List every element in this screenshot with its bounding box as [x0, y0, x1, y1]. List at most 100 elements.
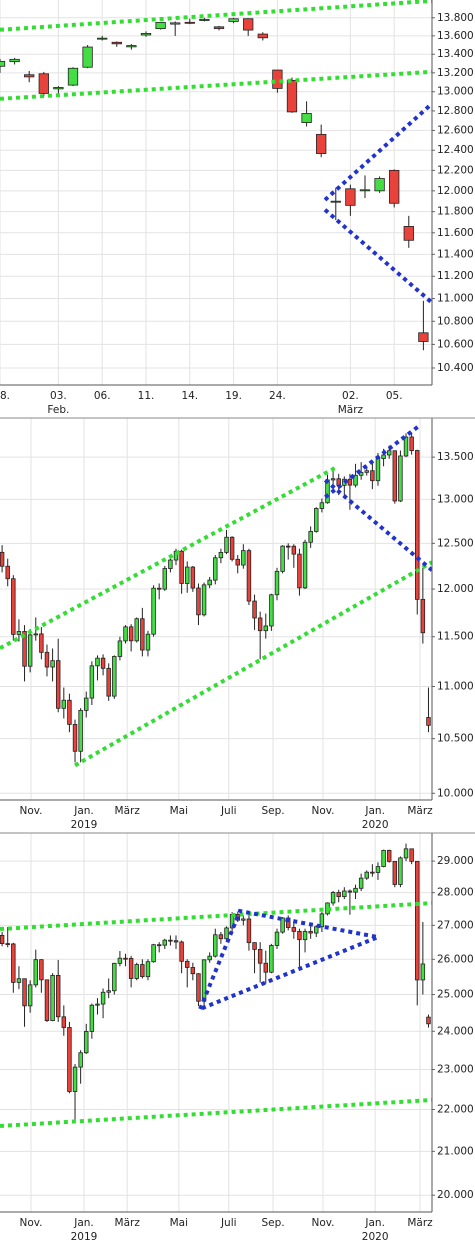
candle-body	[345, 188, 356, 206]
candle-body	[67, 1027, 72, 1092]
trend-line	[324, 423, 422, 499]
candle-body	[415, 860, 420, 981]
x-tick-label: März	[407, 805, 433, 817]
candle-body	[151, 944, 156, 963]
candle-body	[319, 913, 325, 928]
candle-body	[39, 633, 44, 653]
candle-body	[106, 667, 111, 697]
x-tick-label: 03.	[50, 390, 67, 402]
y-tick-label: 13.400	[437, 48, 474, 60]
y-tick-label: 12.500	[437, 537, 474, 549]
candle-body	[213, 26, 225, 29]
candle-body	[185, 566, 190, 584]
candle-body	[347, 890, 353, 893]
candle-body	[257, 617, 263, 632]
candle-body	[285, 917, 291, 928]
candle-body	[145, 961, 151, 978]
candle-body	[134, 618, 139, 642]
x-tick-label: 19.	[225, 390, 242, 402]
x-sub-label: 2020	[362, 819, 389, 831]
x-tick-label: Mai	[170, 805, 188, 817]
candle-body	[207, 579, 212, 586]
x-sub-label: März	[338, 404, 364, 416]
candle-body	[330, 478, 336, 481]
y-tick-label: 13.600	[437, 30, 474, 42]
y-tick-label: 11.600	[437, 227, 474, 239]
candle-body	[55, 660, 61, 709]
candle-body	[22, 631, 27, 667]
x-tick-label: Mai	[170, 1217, 188, 1229]
candle-body	[409, 436, 414, 451]
candle-body	[196, 587, 201, 616]
x-tick-label: Jan.	[73, 1217, 94, 1229]
candle-body	[61, 1016, 67, 1028]
candle-body	[381, 454, 386, 459]
x-tick-label: Nov.	[311, 805, 334, 817]
y-tick-label: 13.800	[437, 12, 474, 24]
candle-body	[330, 200, 341, 203]
candle-body	[403, 226, 414, 241]
x-sub-label: 2019	[71, 819, 98, 831]
candle-body	[235, 558, 240, 566]
candle-body	[213, 557, 218, 581]
y-tick-label: 20.000	[437, 1189, 474, 1201]
y-tick-label: 21.000	[437, 1145, 474, 1157]
candle-body	[330, 892, 336, 904]
candle-body	[252, 942, 257, 950]
candle-body	[291, 927, 297, 932]
x-sub-label: 2019	[71, 1231, 98, 1243]
candle-body	[353, 887, 358, 893]
y-tick-label: 12.000	[437, 583, 474, 595]
candle-body	[170, 22, 181, 25]
candle-body	[374, 178, 385, 192]
x-tick-label: Jan.	[364, 1217, 385, 1229]
candle-body	[201, 959, 207, 1002]
y-tick-label: 13.000	[437, 86, 474, 98]
plot-area	[0, 0, 432, 385]
candle-body	[199, 18, 210, 21]
x-tick-label: März	[115, 1217, 141, 1229]
candle-body	[179, 550, 184, 584]
candle-body	[246, 550, 252, 602]
candle-body	[263, 625, 268, 632]
trend-line	[0, 69, 432, 101]
candle-body	[353, 474, 358, 486]
candle-body	[420, 963, 426, 981]
candle-body	[392, 450, 398, 502]
candle-body	[418, 332, 429, 342]
candle-body	[370, 470, 375, 482]
candle-body	[33, 633, 38, 636]
candle-body	[280, 917, 285, 933]
candle-body	[16, 631, 22, 635]
candle-body	[162, 568, 168, 590]
candle-body	[241, 918, 246, 921]
candle-body	[72, 724, 78, 752]
x-tick-label: Sep.	[261, 1217, 284, 1229]
candle-body	[168, 559, 173, 569]
candle-body	[426, 717, 431, 726]
x-tick-label: Jan.	[73, 805, 94, 817]
candle-body	[78, 1052, 83, 1068]
y-tick-label: 11.200	[437, 270, 474, 282]
candle-body	[179, 941, 184, 962]
candle-body	[39, 959, 44, 981]
candle-body	[257, 949, 263, 964]
candle-body	[246, 918, 252, 944]
candle-body	[0, 934, 5, 944]
candle-body	[128, 626, 134, 642]
y-tick-label: 27.000	[437, 919, 474, 931]
candle-body	[364, 871, 369, 879]
candle-body	[97, 37, 108, 40]
candle-body	[100, 991, 106, 1005]
y-tick-label: 11.500	[437, 631, 474, 643]
candle-body	[117, 957, 123, 964]
y-tick-label: 12.000	[437, 185, 474, 197]
candle-body	[173, 940, 179, 943]
y-tick-label: 11.000	[437, 293, 474, 305]
candle-body	[106, 990, 111, 993]
candle-body	[224, 927, 229, 940]
x-tick-label: März	[115, 805, 141, 817]
candle-body	[55, 975, 61, 1018]
candle-body	[151, 587, 156, 635]
candle-body	[126, 45, 137, 48]
